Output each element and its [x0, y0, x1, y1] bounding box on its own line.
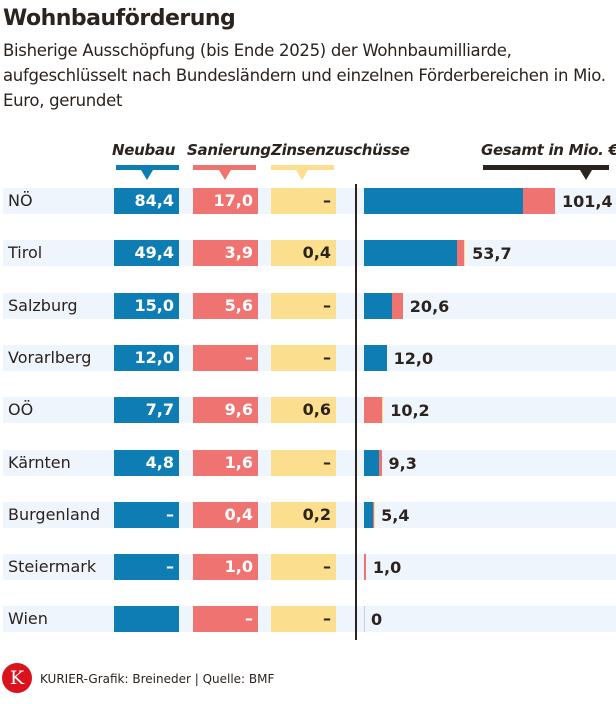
table-row: Burgenland –0,4 0,2 5,4	[3, 501, 616, 528]
sanierung-pointer-icon	[219, 170, 231, 180]
neubau-marker	[116, 165, 179, 170]
neubau-value: 49,4	[114, 240, 179, 267]
total-label: 9,3	[388, 453, 417, 473]
table-row: Tirol 49,4 3,9 0,4 53,7	[3, 240, 616, 267]
total-label: 101,4	[562, 192, 613, 211]
zinsen-marker	[271, 165, 334, 170]
zinsen-value: –	[271, 606, 336, 633]
zinsen-value: –	[271, 292, 336, 319]
table-row: Vorarlberg 12,0– –12,0	[3, 344, 616, 371]
zinsen-value: 0,6	[271, 397, 336, 424]
table-row: Wien – – 0	[3, 606, 616, 633]
total-label: 0	[371, 610, 383, 630]
total-label: 53,7	[472, 244, 512, 264]
state-label: Salzburg	[8, 295, 78, 315]
sanierung-value: 3,9	[193, 240, 258, 267]
sanierung-marker	[193, 165, 256, 170]
state-label: NÖ	[8, 191, 33, 210]
zinsen-value: –	[271, 449, 336, 476]
bar-neubau	[364, 344, 387, 371]
state-label: Tirol	[8, 243, 43, 263]
state-label: Wien	[8, 609, 48, 629]
state-label: Burgenland	[8, 504, 101, 524]
footer-credit: KURIER-Grafik: Breineder | Quelle: BMF	[40, 672, 275, 686]
bar-neubau	[364, 240, 458, 267]
neubau-value	[114, 606, 179, 633]
sanierung-value: 1,6	[193, 449, 258, 476]
neubau-value: –	[114, 501, 179, 528]
bar-sanierung	[392, 292, 403, 319]
header-gesamt: Gesamt in Mio. €	[481, 141, 616, 159]
chart-subtitle: Bisherige Ausschöpfung (bis Ende 2025) d…	[3, 41, 606, 110]
total-label: 5,4	[381, 505, 410, 525]
zinsen-value: –	[271, 554, 336, 581]
bar-zinsen	[382, 397, 384, 424]
state-label: OÖ	[8, 400, 34, 420]
bar-sanierung	[364, 397, 383, 424]
neubau-value: 12,0	[114, 344, 179, 371]
table-row: Salzburg 15,0 5,6– 20,6	[3, 292, 616, 319]
zinsen-value: 0,2	[271, 501, 336, 528]
gesamt-pointer-icon	[580, 170, 592, 180]
header-zinsen: Zinsenzuschüsse	[271, 141, 410, 159]
neubau-value: 7,7	[114, 397, 179, 424]
bar-neubau	[364, 292, 393, 319]
header-sanierung: Sanierung	[187, 141, 271, 159]
neubau-value: –	[114, 554, 179, 581]
zinsen-pointer-icon	[296, 170, 308, 180]
state-label: Kärnten	[8, 452, 71, 472]
bar-sanierung	[457, 240, 465, 267]
sanierung-value: 9,6	[193, 397, 258, 424]
neubau-value: 84,4	[114, 188, 179, 214]
neubau-value: 4,8	[114, 449, 179, 476]
zinsen-value: –	[271, 188, 336, 214]
table-row: OÖ 7,7 9,6 0,6 10,2	[3, 397, 616, 424]
table-row: NÖ 84,4 17,0– 101,4	[3, 188, 616, 214]
table-row: Steiermark –1,0–1,0	[3, 554, 616, 581]
table-row: Kärnten 4,8 1,6– 9,3	[3, 449, 616, 476]
total-label: 20,6	[409, 296, 450, 316]
sanierung-value: 1,0	[193, 554, 258, 581]
divider	[355, 184, 357, 640]
bar-zinsen	[464, 240, 466, 267]
sanierung-value: 17,0	[193, 188, 258, 214]
bar-sanierung	[378, 449, 382, 476]
total-label: 10,2	[390, 401, 430, 421]
chart-title: Wohnbauförderung	[3, 6, 236, 31]
gesamt-marker	[483, 165, 609, 170]
neubau-pointer-icon	[141, 170, 153, 180]
state-label: Steiermark	[8, 557, 97, 577]
total-label: 12,0	[393, 348, 434, 368]
sanierung-value: –	[193, 344, 258, 371]
bar-sanierung	[373, 501, 374, 528]
sanierung-value: 5,6	[193, 292, 258, 319]
bar-sanierung	[523, 188, 556, 214]
header-neubau: Neubau	[112, 141, 176, 159]
zinsen-value: 0,4	[271, 240, 336, 267]
kurier-logo: K	[2, 663, 32, 693]
sanierung-value: 0,4	[193, 501, 258, 528]
bar-sanierung	[364, 554, 366, 581]
bar-zero	[364, 606, 365, 633]
bar-neubau	[364, 501, 374, 528]
bar-neubau	[364, 188, 523, 214]
bar-neubau	[364, 449, 379, 476]
zinsen-value: –	[271, 344, 336, 371]
total-label: 1,0	[372, 558, 402, 578]
neubau-value: 15,0	[114, 292, 179, 319]
state-label: Vorarlberg	[8, 347, 92, 367]
sanierung-value: –	[193, 606, 258, 633]
